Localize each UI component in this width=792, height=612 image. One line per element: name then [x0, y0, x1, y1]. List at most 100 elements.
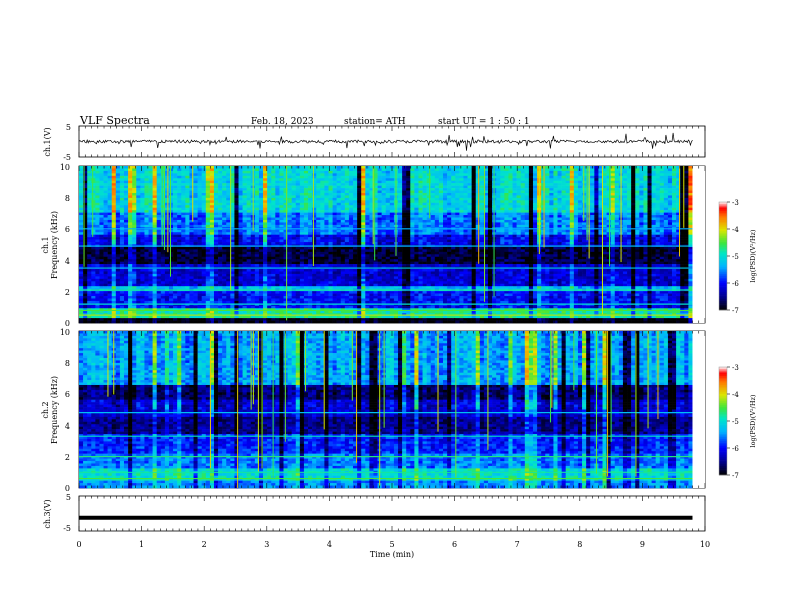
- spectrogram-cell: [410, 234, 415, 238]
- spectrogram-cell: [79, 205, 84, 208]
- spectrogram-cell: [115, 190, 121, 194]
- spectrogram-cell: [549, 168, 554, 172]
- spectrogram-cell: [455, 168, 460, 172]
- spectrogram-cell: [267, 224, 272, 228]
- spectrogram-cell: [389, 232, 395, 235]
- spectrogram-cell: [627, 170, 632, 174]
- spectrogram-cell: [83, 190, 88, 194]
- spectrogram-cell: [197, 205, 202, 208]
- spectrogram-cell: [647, 197, 652, 201]
- spectrogram-cell: [528, 200, 534, 204]
- spectrogram-cell: [193, 212, 198, 216]
- spectrogram-cell: [340, 215, 346, 218]
- spectrogram-cell: [373, 185, 378, 189]
- spectrogram-cell: [475, 173, 481, 177]
- spectrogram-cell: [418, 192, 423, 196]
- spectrogram-cell: [479, 207, 485, 211]
- spectrogram-cell: [663, 197, 669, 201]
- spectrogram-cell: [209, 178, 215, 182]
- spectrogram-cell: [639, 173, 644, 177]
- spectrogram-cell: [385, 212, 391, 216]
- spectrogram-cell: [602, 237, 607, 240]
- spectrogram-cell: [463, 237, 468, 240]
- spectrogram-cell: [406, 178, 411, 182]
- spectrogram-cell: [205, 232, 211, 235]
- spectrogram-cell: [234, 202, 239, 206]
- spectrogram-cell: [586, 202, 591, 206]
- spectrogram-cell: [353, 229, 358, 233]
- spectrogram-cell: [291, 202, 297, 206]
- spectrogram-cell: [181, 207, 186, 211]
- spectrogram-cell: [467, 229, 472, 233]
- spectrogram-cell: [676, 185, 681, 189]
- spectrogram-cell: [602, 170, 607, 174]
- spectrogram-cell: [275, 219, 280, 223]
- spectrogram-cell: [528, 168, 534, 172]
- spectrogram-cell: [336, 195, 342, 199]
- spectrogram-cell: [128, 197, 133, 201]
- spectrogram-cell: [275, 192, 280, 196]
- spectrogram-cell: [414, 175, 419, 179]
- spectrogram-cell: [602, 175, 607, 179]
- spectrogram-cell: [524, 188, 530, 191]
- spectrogram-cell: [573, 185, 579, 189]
- spectrogram-cell: [303, 232, 309, 235]
- spectrogram-cell: [684, 237, 689, 240]
- spectrogram-cell: [426, 242, 432, 245]
- spectrogram-cell: [99, 212, 104, 216]
- spectrogram-cell: [197, 212, 202, 216]
- spectrogram-cell: [295, 237, 301, 240]
- spectrogram-cell: [504, 215, 509, 218]
- spectrogram-cell: [443, 215, 448, 218]
- spectrogram-cell: [475, 168, 481, 172]
- spectrogram-cell: [295, 212, 301, 216]
- spectrogram-cell: [291, 207, 297, 211]
- spectrogram-cell: [79, 239, 84, 243]
- spectrogram-cell: [418, 175, 423, 179]
- spectrogram-cell: [545, 197, 550, 201]
- spectrogram-cell: [242, 197, 247, 201]
- spectrogram-cell: [275, 237, 280, 240]
- spectrogram-cell: [316, 217, 321, 221]
- spectrogram-cell: [267, 222, 272, 226]
- spectrogram-cell: [622, 170, 628, 174]
- spectrogram-cell: [541, 242, 546, 245]
- spectrogram-cell: [128, 212, 133, 216]
- spectrogram-cell: [283, 185, 288, 189]
- spectrogram-cell: [590, 168, 595, 172]
- spectrogram-cell: [263, 202, 268, 206]
- spectrogram-cell: [361, 175, 366, 179]
- spectrogram-cell: [622, 217, 628, 221]
- spectrogram-cell: [565, 190, 571, 194]
- spectrogram-cell: [402, 185, 407, 189]
- spectrogram-cell: [467, 217, 472, 221]
- ch1-ytick-top: 5: [66, 123, 71, 132]
- spectrogram-cell: [107, 212, 113, 216]
- spectrogram-cell: [471, 207, 477, 211]
- spectrogram-cell: [676, 234, 681, 238]
- spectrogram-cell: [189, 217, 194, 221]
- spectrogram-cell: [250, 234, 256, 238]
- spectrogram-cell: [680, 215, 685, 218]
- spectrogram-cell: [226, 173, 231, 177]
- spectrogram-cell: [422, 190, 427, 194]
- spectrogram-cell: [659, 170, 665, 174]
- spectrogram-cell: [410, 175, 415, 179]
- spectrogram-cell: [455, 217, 460, 221]
- spectrogram-cell: [528, 175, 534, 179]
- spectrogram-cell: [99, 207, 104, 211]
- spectrogram-cell: [348, 188, 354, 191]
- spectrogram-cell: [471, 188, 477, 191]
- spectrogram-cell: [201, 197, 207, 201]
- spectrogram-cell: [275, 234, 280, 238]
- spectrogram-cell: [647, 242, 652, 245]
- spectrogram-cell: [524, 168, 530, 172]
- spectrogram-cell: [361, 217, 366, 221]
- spectrogram-cell: [512, 237, 517, 240]
- spectrogram-cell: [156, 215, 162, 218]
- spectrogram-cell: [377, 192, 382, 196]
- spectrogram-cell: [230, 190, 235, 194]
- spectrogram-cell: [291, 183, 297, 186]
- spectrogram-cell: [655, 234, 661, 238]
- spectrogram-cell: [414, 222, 419, 226]
